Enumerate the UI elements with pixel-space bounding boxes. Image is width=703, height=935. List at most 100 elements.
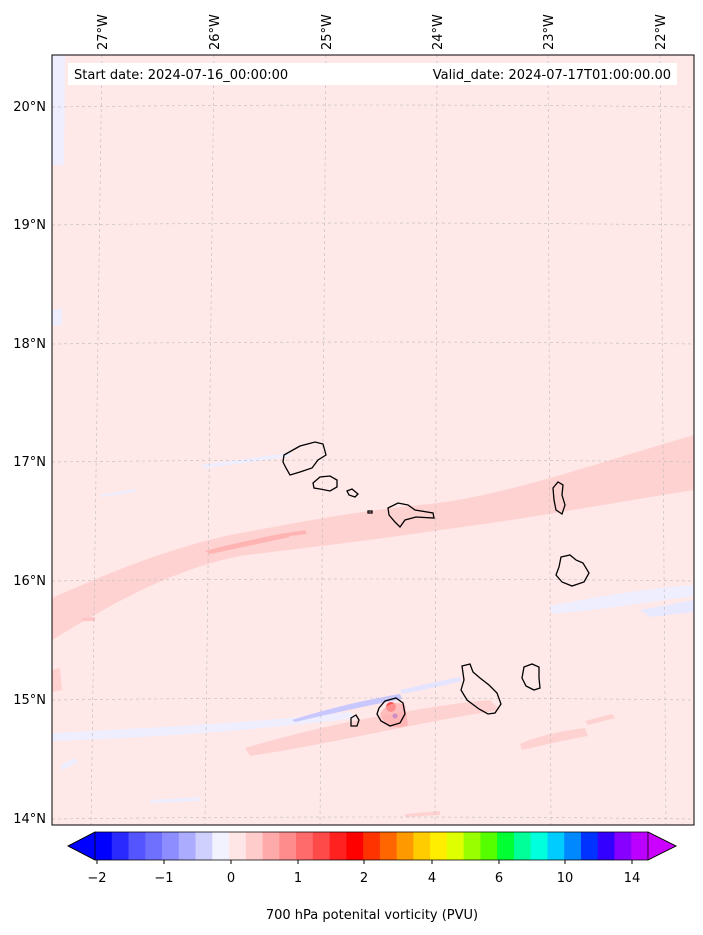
colorbar-cell — [162, 832, 180, 860]
neg-pv-streak-11 — [150, 797, 200, 803]
pv-patch-6 — [82, 617, 95, 621]
lon-label: 27°W — [96, 14, 111, 50]
map-background — [52, 55, 694, 825]
colorbar-cell — [111, 832, 130, 860]
latitude-labels: 20°N 19°N 18°N 17°N 16°N 15°N 14°N — [13, 100, 46, 827]
colorbar-tick-label: 4 — [428, 871, 436, 886]
lon-label: 25°W — [320, 14, 335, 50]
lat-label: 17°N — [13, 455, 46, 470]
lat-label: 16°N — [13, 574, 46, 589]
pv-patch-3 — [540, 738, 550, 745]
neg-pv-streak-4 — [550, 585, 694, 614]
neg-pv-streak-9 — [52, 308, 62, 326]
colorbar-cell — [631, 832, 649, 860]
colorbar-tick-label: 2 — [360, 871, 368, 886]
pv-patch-1 — [520, 728, 588, 750]
colorbar-tick-label: 14 — [624, 871, 641, 886]
pv-band-south — [245, 700, 500, 756]
lon-label: 23°W — [542, 14, 557, 50]
colorbar-cell — [296, 832, 314, 860]
pv-band-main — [52, 435, 694, 640]
colorbar-cell — [379, 832, 398, 860]
colorbar-cell — [279, 832, 297, 860]
neg-pv-streak-3 — [400, 677, 462, 694]
colorbar-cell — [145, 832, 163, 860]
colorbar-cell — [564, 832, 582, 860]
start-date-label: Start date: 2024-07-16_00:00:00 — [74, 68, 288, 83]
colorbar-cell — [463, 832, 481, 860]
island-boa-vista — [555, 554, 590, 587]
gridlines — [51, 54, 695, 826]
lon-label: 22°W — [654, 14, 669, 50]
lat-label: 15°N — [13, 693, 46, 708]
colorbar-cell — [430, 832, 448, 860]
date-header-box — [68, 63, 677, 85]
colorbar-tick-label: 10 — [557, 871, 574, 886]
colorbar-cell — [262, 832, 280, 860]
colorbar-cell — [212, 832, 230, 860]
pv-band-strong-2 — [280, 530, 307, 537]
colorbar-cell — [178, 832, 197, 860]
colorbar: −2 −1 0 1 2 4 6 10 14 700 hPa potenital vorticit… — [67, 831, 677, 923]
island-santiago — [460, 663, 502, 715]
colorbar-cell — [497, 832, 515, 860]
colorbar-cell — [329, 832, 347, 860]
colorbar-tick-label: 0 — [227, 871, 235, 886]
island-sao-vicente — [312, 475, 338, 492]
colorbar-cell — [229, 832, 247, 860]
island-fogo — [376, 697, 406, 727]
island-brava — [350, 714, 360, 727]
colorbar-cell — [597, 832, 615, 860]
island-santo-antao — [282, 441, 327, 476]
colorbar-cell — [446, 832, 465, 860]
neg-pv-streak-8 — [52, 55, 65, 165]
colorbar-cell — [396, 832, 414, 860]
neg-pv-streak-10 — [60, 758, 78, 770]
colorbar-cell — [195, 832, 213, 860]
colorbar-under-arrow — [67, 831, 96, 861]
colorbar-cell — [413, 832, 431, 860]
colorbar-tick-label: −1 — [154, 871, 173, 886]
colorbar-cell — [312, 832, 331, 860]
neg-pv-streak-1 — [52, 712, 355, 741]
lon-label: 24°W — [431, 14, 446, 50]
pv-patch-4 — [52, 668, 62, 692]
colorbar-cell — [530, 832, 548, 860]
colorbar-label: 700 hPa potenital vorticity (PVU) — [266, 908, 478, 923]
islands — [282, 441, 590, 727]
colorbar-cell — [580, 832, 599, 860]
colorbar-cell — [513, 832, 532, 860]
neg-pv-streak-5 — [640, 600, 694, 617]
colorbar-cell — [95, 832, 113, 860]
pv-patch-5 — [405, 811, 440, 817]
colorbar-cell — [547, 832, 565, 860]
neg-pv-streak-2 — [292, 694, 402, 722]
lat-label: 20°N — [13, 100, 46, 115]
pv-patch-2 — [585, 714, 615, 725]
colorbar-tick-label: −2 — [87, 871, 106, 886]
colorbar-cell — [614, 832, 632, 860]
colorbar-tick-label: 6 — [495, 871, 503, 886]
colorbar-cell — [363, 832, 381, 860]
island-sao-nicolau — [387, 502, 435, 529]
colorbar-outline — [67, 831, 677, 861]
colorbar-cells — [95, 832, 649, 860]
colorbar-cell — [480, 832, 498, 860]
lat-label: 19°N — [13, 218, 46, 233]
map-frame — [51, 54, 695, 826]
colorbar-over-arrow — [647, 831, 677, 861]
colorbar-cell — [245, 832, 264, 860]
colorbar-ticks: −2 −1 0 1 2 4 6 10 14 — [87, 860, 640, 886]
pv-band-strong-1 — [205, 533, 290, 554]
lat-label: 18°N — [13, 337, 46, 352]
colorbar-cell — [346, 832, 364, 860]
island-santa-luzia — [346, 488, 359, 498]
island-razo — [367, 510, 373, 514]
colorbar-tick-label: 1 — [294, 871, 302, 886]
lat-label: 14°N — [13, 812, 46, 827]
colorbar-cell — [128, 832, 146, 860]
longitude-labels: 27°W 26°W 25°W 24°W 23°W 22°W — [96, 14, 669, 50]
neg-pv-streak-7 — [100, 489, 136, 497]
island-maio — [521, 663, 541, 691]
